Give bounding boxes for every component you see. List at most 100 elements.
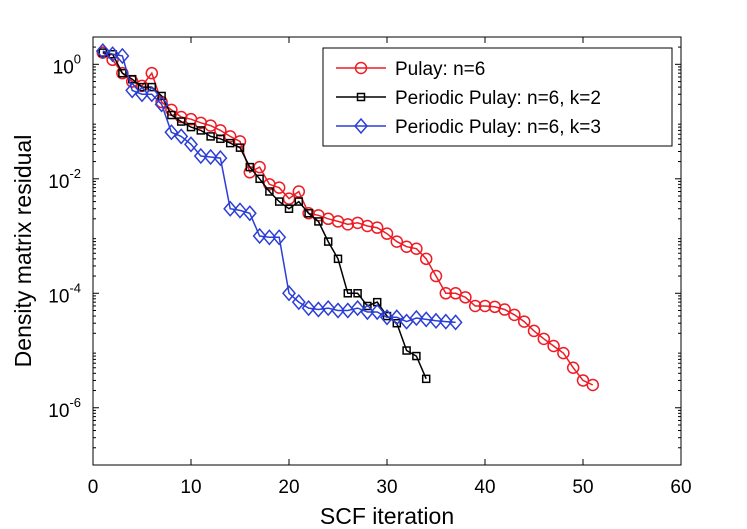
- y-tick-label: 10-4: [48, 280, 81, 307]
- series-1-point: [341, 218, 355, 231]
- series-2: [98, 48, 431, 384]
- series-2-point: [274, 197, 284, 206]
- series-3-point: [301, 299, 316, 317]
- x-tick-label: 20: [278, 477, 299, 498]
- series-1-point: [429, 269, 443, 283]
- series-3-point: [419, 311, 434, 328]
- series-2-point: [333, 254, 343, 264]
- y-tick-label: 10-2: [48, 166, 81, 193]
- series-3-point: [193, 147, 208, 165]
- series-2-point: [314, 217, 323, 226]
- x-tick-label: 30: [376, 477, 397, 498]
- series-2-point: [167, 110, 176, 120]
- series-3-point: [203, 148, 218, 166]
- series-1-point: [566, 361, 580, 374]
- series-1-point: [527, 324, 541, 338]
- series-1-point: [253, 160, 266, 174]
- legend-label: Periodic Pulay: n=6, k=3: [395, 117, 601, 138]
- series-2-point: [284, 204, 294, 213]
- x-axis-title: SCF iteration: [320, 503, 454, 529]
- x-tick-label: 60: [670, 477, 691, 498]
- series-3-point: [213, 149, 228, 167]
- series-1-point: [419, 252, 433, 266]
- series-1-point: [410, 242, 423, 255]
- series-3-point: [115, 47, 130, 65]
- series-1-point: [204, 119, 217, 132]
- series-layer: [95, 42, 600, 392]
- series-1-point: [478, 299, 492, 313]
- series-2-point: [176, 117, 186, 126]
- series-3-point: [262, 229, 277, 246]
- series-3-point: [370, 303, 385, 321]
- legend-item-1: Pulay: n=6: [336, 59, 485, 80]
- series-2-point: [225, 138, 235, 148]
- series-2-point: [363, 301, 372, 311]
- series-3-point: [272, 229, 287, 246]
- series-2-point: [255, 174, 264, 184]
- x-tick-label: 50: [572, 477, 593, 498]
- legend-swatch-marker: [356, 92, 366, 102]
- series-2-point: [294, 197, 304, 206]
- y-axis-title: Density matrix residual: [10, 135, 36, 368]
- series-2-point: [265, 187, 274, 196]
- series-1-point: [468, 299, 482, 313]
- series-1-point: [390, 235, 404, 248]
- series-1-point: [547, 339, 560, 353]
- series-2-line: [102, 51, 427, 380]
- series-2-point: [235, 143, 245, 152]
- legend-label: Pulay: n=6: [395, 59, 485, 80]
- series-1-point: [370, 221, 384, 234]
- legend-swatch-marker: [354, 61, 368, 75]
- series-3-point: [380, 309, 394, 326]
- series-2-point: [147, 82, 157, 92]
- series-2-point: [304, 209, 313, 218]
- series-1-point: [292, 185, 306, 198]
- x-tick-label: 0: [88, 477, 99, 498]
- series-3-point: [95, 42, 110, 60]
- series-3-point: [389, 309, 404, 326]
- series-1-point: [508, 308, 521, 322]
- series-2-point: [402, 346, 411, 355]
- series-3-point: [252, 227, 267, 245]
- series-3-point: [409, 309, 424, 327]
- series-3-point: [321, 299, 336, 317]
- series-1-point: [282, 192, 296, 205]
- series-2-point: [245, 162, 255, 172]
- series-1-point: [223, 130, 237, 143]
- series-3-point: [125, 82, 140, 99]
- y-tick-label: 100: [53, 51, 81, 78]
- series-3-point: [233, 202, 247, 219]
- series-3: [95, 42, 463, 331]
- series-2-point: [412, 351, 421, 361]
- series-1-point: [380, 227, 394, 240]
- series-2-point: [196, 126, 206, 135]
- series-3-point: [144, 86, 159, 103]
- series-2-point: [421, 374, 431, 384]
- x-tick-label: 10: [180, 477, 201, 498]
- series-3-point: [242, 205, 257, 222]
- series-3-point: [184, 136, 198, 153]
- series-1-point: [361, 219, 374, 233]
- series-1-point: [439, 287, 453, 300]
- series-2-point: [392, 318, 402, 328]
- series-3-point: [350, 299, 365, 317]
- series-3-point: [429, 312, 443, 329]
- series-2-point: [323, 237, 333, 246]
- series-3-point: [360, 303, 375, 321]
- x-tick-label: 40: [474, 477, 495, 498]
- series-3-point: [135, 86, 149, 103]
- y-tick-label: 10-6: [48, 395, 81, 422]
- series-1-point: [537, 332, 551, 346]
- series-3-point: [164, 124, 179, 141]
- series-1-point: [517, 315, 531, 328]
- series-3-point: [105, 46, 120, 63]
- series-2-point: [343, 289, 353, 298]
- series-3-point: [291, 293, 306, 311]
- series-2-point: [118, 68, 127, 78]
- series-2-point: [206, 132, 215, 141]
- series-1-point: [400, 240, 413, 253]
- series-2-point: [137, 82, 147, 92]
- series-3-point: [331, 302, 345, 319]
- legend-item-2: Periodic Pulay: n=6, k=2: [336, 88, 601, 109]
